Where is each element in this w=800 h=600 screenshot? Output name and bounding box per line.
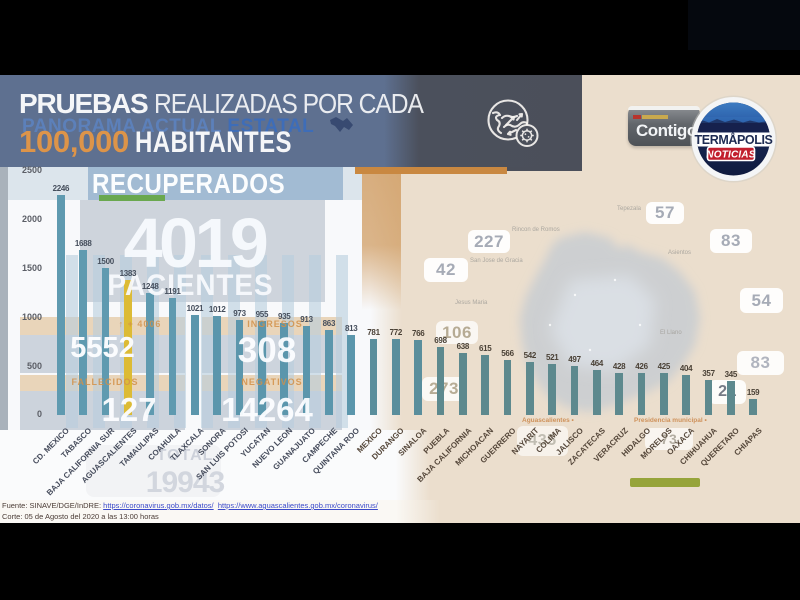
svg-text:TERMÅPOLIS: TERMÅPOLIS: [695, 132, 773, 147]
svg-text:NOTICIAS: NOTICIAS: [706, 149, 756, 160]
